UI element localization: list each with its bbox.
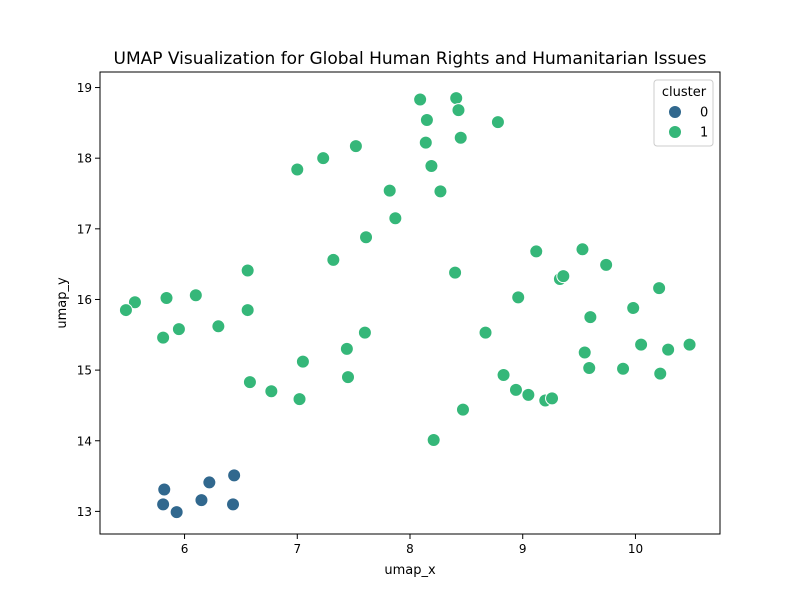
axes-frame xyxy=(99,71,721,535)
data-point-cluster-1 xyxy=(682,337,697,352)
data-point-cluster-1 xyxy=(582,360,597,375)
data-point-cluster-1 xyxy=(433,184,448,199)
y-tick-label: 16 xyxy=(77,293,92,307)
data-point-cluster-1 xyxy=(511,290,526,305)
data-point-cluster-1 xyxy=(264,384,279,399)
series-1 xyxy=(118,91,697,448)
data-point-cluster-1 xyxy=(453,130,468,145)
data-point-cluster-0 xyxy=(169,505,184,520)
data-point-cluster-1 xyxy=(455,402,470,417)
data-point-cluster-1 xyxy=(326,252,341,267)
plot-area xyxy=(118,91,697,520)
data-point-cluster-1 xyxy=(127,295,142,310)
data-point-cluster-1 xyxy=(448,265,463,280)
data-point-cluster-1 xyxy=(545,391,560,406)
data-point-cluster-1 xyxy=(290,162,305,177)
data-point-cluster-1 xyxy=(240,303,255,318)
legend-marker-0 xyxy=(668,105,682,119)
data-point-cluster-1 xyxy=(652,281,667,296)
legend-title: cluster xyxy=(662,85,707,100)
data-point-cluster-1 xyxy=(359,230,374,245)
data-point-cluster-1 xyxy=(661,342,676,357)
x-tick-label: 8 xyxy=(406,542,414,556)
x-tick-label: 10 xyxy=(628,542,643,556)
data-point-cluster-1 xyxy=(556,269,571,284)
data-point-cluster-1 xyxy=(529,244,544,259)
y-tick-label: 13 xyxy=(77,505,92,519)
data-point-cluster-1 xyxy=(295,354,310,369)
series-0 xyxy=(156,468,242,520)
data-point-cluster-1 xyxy=(159,291,174,306)
data-point-cluster-1 xyxy=(496,368,511,383)
data-point-cluster-1 xyxy=(583,310,598,325)
legend-marker-1 xyxy=(668,125,682,139)
data-point-cluster-1 xyxy=(451,103,466,118)
data-point-cluster-1 xyxy=(577,345,592,360)
data-point-cluster-1 xyxy=(490,115,505,130)
data-point-cluster-1 xyxy=(575,242,590,257)
data-point-cluster-0 xyxy=(194,493,209,508)
data-point-cluster-1 xyxy=(348,139,363,154)
data-point-cluster-0 xyxy=(227,468,242,483)
data-point-cluster-1 xyxy=(339,341,354,356)
legend-label-0: 0 xyxy=(700,106,708,121)
data-point-cluster-1 xyxy=(211,319,226,334)
chart-title: UMAP Visualization for Global Human Righ… xyxy=(114,49,707,69)
data-point-cluster-1 xyxy=(292,392,307,407)
y-tick-label: 19 xyxy=(77,81,92,95)
data-point-cluster-1 xyxy=(240,263,255,278)
data-point-cluster-1 xyxy=(316,151,331,166)
data-point-cluster-1 xyxy=(599,257,614,272)
data-point-cluster-1 xyxy=(171,322,186,337)
y-tick-label: 14 xyxy=(77,434,92,448)
data-point-cluster-1 xyxy=(341,370,355,385)
data-point-cluster-1 xyxy=(388,211,403,226)
y-tick-label: 17 xyxy=(77,222,92,236)
data-point-cluster-1 xyxy=(118,303,133,318)
legend: cluster 0 1 xyxy=(653,79,714,147)
data-point-cluster-1 xyxy=(382,183,397,198)
data-point-cluster-1 xyxy=(242,375,257,390)
data-point-cluster-1 xyxy=(418,135,433,150)
legend-label-1: 1 xyxy=(700,126,708,141)
data-point-cluster-1 xyxy=(478,325,493,340)
data-point-cluster-1 xyxy=(508,382,523,397)
data-point-cluster-1 xyxy=(616,361,631,376)
data-point-cluster-1 xyxy=(413,92,428,107)
data-point-cluster-1 xyxy=(626,300,641,315)
data-point-cluster-1 xyxy=(424,158,439,173)
data-point-cluster-0 xyxy=(226,497,241,512)
y-tick-label: 15 xyxy=(77,364,92,378)
data-point-cluster-1 xyxy=(449,91,464,106)
x-axis: 6 7 8 9 10 xyxy=(181,534,643,556)
y-axis-label: umap_y xyxy=(55,277,70,329)
data-point-cluster-1 xyxy=(521,387,536,402)
data-point-cluster-1 xyxy=(653,366,668,381)
y-tick-label: 18 xyxy=(77,152,92,166)
y-axis: 13 14 15 16 17 18 19 xyxy=(77,81,100,519)
x-tick-label: 6 xyxy=(181,542,189,556)
x-axis-label: umap_x xyxy=(384,563,436,578)
x-tick-label: 7 xyxy=(293,542,301,556)
data-point-cluster-1 xyxy=(426,433,441,448)
data-point-cluster-0 xyxy=(156,497,171,512)
data-point-cluster-1 xyxy=(357,325,372,340)
data-point-cluster-0 xyxy=(202,475,217,490)
data-point-cluster-1 xyxy=(634,337,649,352)
data-point-cluster-1 xyxy=(188,288,203,303)
data-point-cluster-1 xyxy=(419,113,434,128)
data-point-cluster-1 xyxy=(156,330,171,345)
x-tick-label: 9 xyxy=(519,542,527,556)
data-point-cluster-0 xyxy=(157,482,172,497)
